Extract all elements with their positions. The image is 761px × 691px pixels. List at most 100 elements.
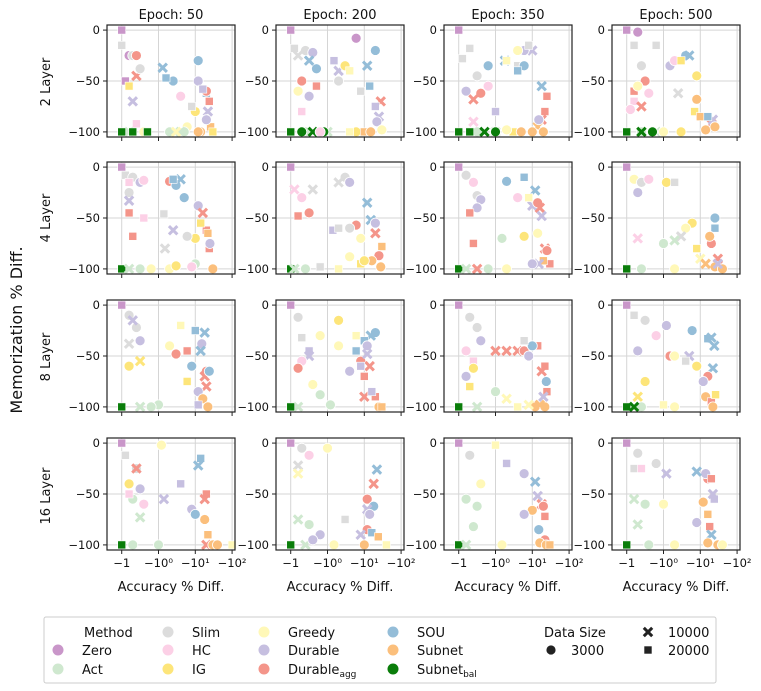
point-ig-square bbox=[692, 244, 702, 253]
x-tick-label: −10¹ bbox=[686, 556, 715, 570]
y-tick-label: 0 bbox=[93, 23, 100, 37]
point-durable_agg-x bbox=[368, 478, 379, 490]
point-hc-circle bbox=[314, 126, 326, 138]
row-title-16-layer: 16 Layer bbox=[39, 467, 54, 525]
y-tick-label: 0 bbox=[262, 160, 269, 174]
point-ig-circle bbox=[333, 314, 344, 326]
point-act-x bbox=[289, 263, 300, 275]
point-greedy-circle bbox=[669, 350, 680, 362]
point-durable_agg-x bbox=[536, 366, 547, 377]
point-durable-circle bbox=[697, 376, 709, 387]
point-slim-circle bbox=[639, 314, 651, 326]
point-durable_agg-square bbox=[540, 107, 550, 116]
point-hc-circle bbox=[643, 87, 655, 99]
point-act-circle bbox=[636, 263, 647, 275]
point-sou-square bbox=[351, 346, 361, 356]
point-hc-x bbox=[289, 184, 300, 195]
point-durable_agg-square bbox=[540, 512, 550, 521]
point-sou-square bbox=[519, 172, 529, 182]
panel-4-layer-500: 0 −50 −100 bbox=[573, 160, 741, 278]
point-zero-square bbox=[622, 162, 632, 172]
point-greedy-square bbox=[345, 127, 354, 137]
point-greedy-circle bbox=[145, 263, 157, 275]
point-zero-circle bbox=[350, 32, 362, 44]
point-subnet_bal-square bbox=[286, 402, 296, 412]
point-slim-x bbox=[672, 87, 684, 99]
legend-label-ig: IG bbox=[192, 663, 206, 678]
point-greedy-circle bbox=[669, 263, 680, 275]
point-act-x bbox=[471, 401, 483, 413]
point-sou-x bbox=[706, 332, 717, 343]
point-durable-circle bbox=[471, 202, 483, 214]
point-durable_agg-square bbox=[128, 232, 138, 241]
panel-2-layer-350: 0 −50 −100 bbox=[405, 23, 573, 141]
x-tick-label: −10² bbox=[555, 556, 584, 570]
point-zero-square bbox=[117, 300, 127, 310]
point-ig-square bbox=[465, 382, 475, 391]
x-tick-label: −1 bbox=[113, 556, 130, 570]
x-label-col3: Accuracy % Diff. bbox=[455, 580, 562, 595]
point-zero-square bbox=[622, 438, 632, 448]
point-slim-circle bbox=[650, 458, 662, 469]
legend-marker-subnet_bal bbox=[387, 663, 399, 675]
point-subnet-circle bbox=[704, 230, 716, 242]
point-zero-square bbox=[622, 300, 632, 310]
point-slim-square bbox=[458, 54, 467, 63]
legend-marker-s3000 bbox=[545, 644, 557, 656]
y-tick-label: −50 bbox=[76, 211, 100, 225]
point-hc-circle bbox=[643, 173, 655, 185]
point-hc-circle bbox=[650, 330, 662, 342]
legend-marker-hc bbox=[162, 644, 174, 656]
figure-ylabel: Memorization % Diff. bbox=[7, 246, 26, 413]
point-sou-circle bbox=[203, 365, 215, 377]
point-subnet-circle bbox=[199, 514, 211, 525]
point-greedy-circle bbox=[333, 340, 344, 352]
point-durable_agg-x bbox=[197, 207, 209, 219]
panel-2-layer-200: 0 −50 −100 bbox=[237, 23, 405, 141]
point-sou-x bbox=[303, 55, 315, 66]
point-durable-x bbox=[361, 348, 373, 360]
point-ig-circle bbox=[691, 70, 703, 82]
col-title-epoch-50: Epoch: 50 bbox=[139, 8, 204, 23]
panel-16-layer-200: −1 −10⁰ −10¹ −10² 0 −50 −100 bbox=[237, 436, 415, 570]
point-greedy-circle bbox=[314, 330, 326, 342]
point-sou-x bbox=[195, 345, 206, 357]
point-subnet_bal-square bbox=[128, 127, 138, 137]
point-greedy-square bbox=[351, 331, 361, 340]
col-title-epoch-200: Epoch: 200 bbox=[303, 8, 376, 23]
point-subnet-square bbox=[703, 510, 713, 519]
point-ig-x bbox=[134, 355, 146, 367]
point-act-x bbox=[292, 401, 304, 413]
legend-marker-slim bbox=[162, 626, 174, 638]
y-tick-label: −100 bbox=[237, 400, 269, 414]
point-zero-square bbox=[117, 25, 127, 35]
point-greedy-circle bbox=[496, 539, 508, 551]
point-slim-x bbox=[333, 177, 344, 188]
point-slim-square bbox=[519, 336, 529, 346]
point-sou-circle bbox=[709, 212, 721, 224]
legend-label-s10000: 10000 bbox=[668, 626, 709, 641]
point-greedy-square bbox=[659, 400, 668, 410]
point-durable_agg-square bbox=[312, 81, 321, 91]
y-tick-label: −50 bbox=[245, 211, 269, 225]
point-greedy-square bbox=[491, 440, 500, 450]
point-durable_agg-circle bbox=[541, 245, 553, 256]
point-durable-x bbox=[127, 315, 139, 326]
point-greedy-circle bbox=[376, 124, 388, 136]
y-tick-label: −50 bbox=[581, 211, 605, 225]
point-subnet_bal-square bbox=[143, 127, 152, 137]
y-tick-label: 0 bbox=[430, 23, 437, 37]
point-subnet-circle bbox=[700, 124, 712, 136]
legend-marker-zero bbox=[52, 644, 64, 656]
y-tick-label: 0 bbox=[598, 436, 605, 450]
point-greedy-circle bbox=[669, 539, 680, 551]
legend-label-durable: Durable bbox=[288, 644, 339, 659]
point-subnet_bal-square bbox=[117, 127, 127, 137]
point-durable_agg-circle bbox=[639, 75, 651, 87]
point-sou-x bbox=[192, 460, 204, 471]
point-slim-x bbox=[292, 50, 304, 61]
point-durable_agg-x bbox=[490, 345, 501, 357]
point-subnet-circle bbox=[702, 537, 714, 549]
point-slim-square bbox=[670, 178, 679, 187]
point-ig-circle bbox=[661, 176, 672, 188]
